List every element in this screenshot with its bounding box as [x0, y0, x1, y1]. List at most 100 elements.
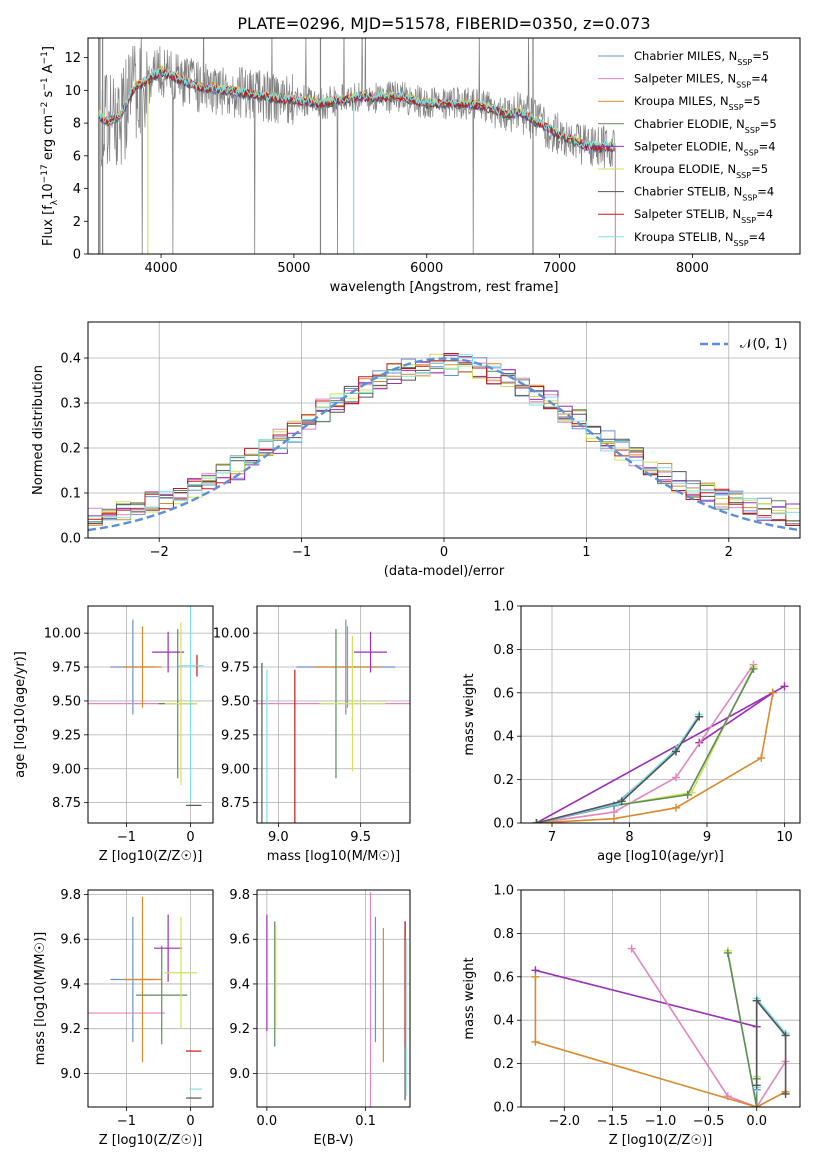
legend-label: Chabrier STELIB, NSSP=4	[634, 185, 774, 203]
y-tick-label: 8	[73, 117, 81, 132]
weight-line	[535, 969, 757, 1028]
weight-marker	[627, 944, 636, 953]
y-label-part: s	[41, 90, 56, 101]
y-tick-label: 9.00	[221, 762, 250, 777]
weight-line	[536, 716, 700, 823]
x-tick-label: 7000	[543, 261, 576, 276]
weight-series	[531, 972, 790, 1107]
x-tick-label: −1	[292, 545, 311, 560]
y-tick-label: 9.0	[60, 1067, 81, 1082]
legend-label-tail: =4	[756, 207, 773, 221]
y-tick-label: 10.00	[44, 627, 81, 642]
legend-label: Kroupa ELODIE, NSSP=5	[634, 162, 768, 180]
y-tick-label: 0.1	[60, 487, 81, 502]
plot-area	[98, 38, 616, 254]
x-tick-label: 8000	[676, 261, 709, 276]
y-tick-label: 9.2	[60, 1022, 81, 1037]
x-tick-label: 0.1	[355, 1114, 376, 1129]
legend-label-tail: =4	[757, 185, 774, 199]
y-tick-label: 0.2	[60, 442, 81, 457]
weight-marker	[610, 814, 618, 823]
y-tick-label: 0.2	[493, 1057, 514, 1072]
y-label-part: 10	[41, 183, 56, 200]
legend-label-name: Kroupa MILES, N	[634, 94, 729, 108]
x-tick-label: −0.5	[693, 1114, 725, 1129]
chart-panel-4: 9.0 9.5 8.75 9.00 9.25 9.50 9.75 10.00 mass [log…	[213, 605, 411, 864]
figure-title: PLATE=0296, MJD=51578, FIBERID=0350, z=0…	[237, 14, 650, 33]
legend-label-name: Chabrier MILES, N	[634, 49, 737, 63]
weight-line	[534, 976, 786, 1107]
x-axis-label: Z [log10(Z/Z☉)]	[99, 1133, 203, 1148]
y-tick-label: 1.0	[493, 600, 514, 615]
y-tick-label: 9.6	[229, 933, 250, 948]
weight-marker	[757, 753, 766, 762]
chart-panel-3: −1 0 8.75 9.00 9.25 9.50 9.75 10.00 Z [log10(Z/Z…	[13, 605, 214, 864]
legend-label-sub: SSP	[744, 148, 759, 157]
legend-label-tail: =4	[749, 230, 766, 244]
legend-label-tail: =4	[751, 72, 768, 86]
y-tick-label: 0.2	[493, 773, 514, 788]
x-tick-label: 5000	[277, 261, 310, 276]
x-tick-label: 2	[725, 545, 733, 560]
y-tick-label: 0.8	[493, 643, 514, 658]
axes-frame	[520, 605, 801, 824]
weight-series	[752, 996, 790, 1098]
legend-label: Chabrier ELODIE, NSSP=5	[634, 117, 777, 135]
axes-frame	[520, 889, 801, 1108]
weight-marker	[768, 688, 777, 697]
y-tick-label: 0.0	[60, 532, 81, 547]
x-tick-label: 7	[548, 830, 556, 845]
weight-line	[536, 666, 755, 823]
legend-label-sub: SSP	[741, 216, 756, 225]
y-axis-label: Normed distribution	[31, 365, 46, 495]
grid	[257, 606, 410, 823]
legend-label: Salpeter ELODIE, NSSP=4	[634, 139, 776, 157]
weight-series	[532, 664, 758, 823]
y-tick-label: 9.50	[52, 694, 81, 709]
weight-series	[532, 662, 758, 823]
axes-frame	[87, 889, 214, 1108]
legend-label-sub: SSP	[745, 125, 760, 134]
legend-label: Salpeter MILES, NSSP=4	[634, 72, 768, 90]
legend-label-tail: =5	[751, 162, 768, 176]
chart-panel-7: 0.0 0.1 9.0 9.2 9.4 9.6 9.8 E(B-V)	[229, 888, 411, 1148]
x-tick-label: 6000	[410, 261, 443, 276]
y-tick-label: 8.75	[221, 796, 250, 811]
weight-marker	[752, 1081, 761, 1090]
y-tick-label: 2	[73, 215, 81, 230]
weight-marker	[672, 803, 680, 812]
legend-label-name: Salpeter ELODIE, N	[634, 139, 744, 153]
legend-label-tail: =5	[752, 49, 769, 63]
weight-line	[755, 996, 787, 1088]
y-tick-label: 9.4	[229, 977, 250, 992]
x-tick-label: 0	[186, 830, 194, 845]
weight-series	[532, 660, 758, 823]
y-tick-label: 9.25	[52, 728, 81, 743]
weight-marker	[532, 819, 541, 823]
y-tick-label: 0.4	[493, 1014, 514, 1029]
error-bar-point	[152, 631, 185, 673]
y-axis-label: Flux [fλ10−17 erg cm−2 s−1 A−1]	[40, 46, 60, 246]
legend-label-tail: =5	[744, 94, 761, 108]
error-bar-point	[164, 916, 197, 1029]
x-tick-label: 8	[625, 830, 633, 845]
x-tick-label: 10	[776, 830, 793, 845]
y-tick-label: 6	[73, 149, 81, 164]
weight-line	[698, 692, 774, 744]
weight-line	[727, 952, 758, 1107]
y-tick-label: 0.8	[493, 927, 514, 942]
chart-panel-6: −1 0 9.0 9.2 9.4 9.6 9.8 Z [log10(Z/Z☉)] mass [l…	[33, 888, 214, 1148]
y-tick-label: 9.00	[52, 762, 81, 777]
legend-label: 𝒩(0, 1)	[740, 337, 787, 352]
x-axis-label: Z [log10(Z/Z☉)]	[609, 1133, 713, 1148]
y-tick-label: 0.0	[493, 1101, 514, 1116]
y-label-part: λ	[50, 199, 60, 205]
legend-label-name: Salpeter MILES, N	[634, 72, 736, 86]
x-axis-label: mass [log10(M/M☉)]	[267, 849, 400, 864]
error-bar-point	[123, 626, 162, 708]
axes-frame	[256, 605, 411, 824]
legend-label-sub: SSP	[737, 58, 752, 67]
y-tick-label: 9.75	[52, 661, 81, 676]
y-label-part: erg cm	[41, 115, 56, 164]
y-tick-label: 10.00	[213, 627, 250, 642]
